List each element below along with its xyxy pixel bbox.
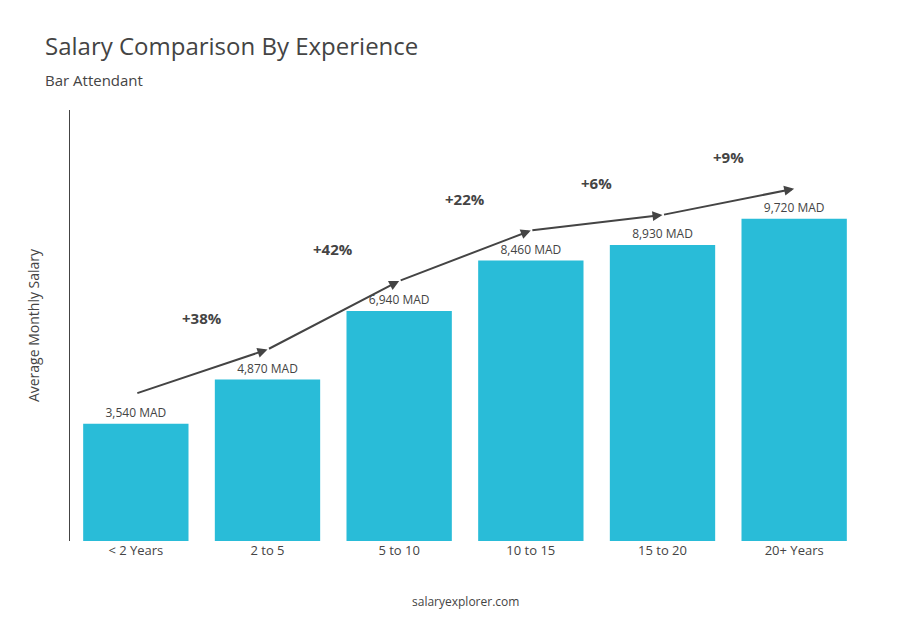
svg-text:Bar Attendant: Bar Attendant — [45, 70, 143, 90]
svg-text:9,720 MAD: 9,720 MAD — [764, 199, 825, 216]
svg-text:+22%: +22% — [445, 189, 485, 209]
svg-text:4,870 MAD: 4,870 MAD — [237, 360, 298, 377]
svg-text:6,940 MAD: 6,940 MAD — [369, 291, 430, 308]
svg-text:salaryexplorer.com: salaryexplorer.com — [412, 593, 519, 610]
svg-text:20+ Years: 20+ Years — [765, 541, 824, 559]
svg-text:15 to 20: 15 to 20 — [638, 541, 687, 559]
svg-text:+6%: +6% — [581, 173, 612, 193]
svg-text:+38%: +38% — [182, 308, 222, 328]
svg-text:Salary Comparison By Experienc: Salary Comparison By Experience — [45, 29, 418, 62]
svg-text:5 to 10: 5 to 10 — [378, 541, 420, 559]
svg-text:+9%: +9% — [713, 147, 744, 167]
svg-text:3,540 MAD: 3,540 MAD — [105, 404, 166, 421]
svg-text:+42%: +42% — [313, 239, 353, 259]
svg-text:2 to 5: 2 to 5 — [250, 541, 284, 559]
svg-text:10 to 15: 10 to 15 — [506, 541, 555, 559]
svg-text:8,460 MAD: 8,460 MAD — [500, 241, 561, 258]
svg-text:< 2 Years: < 2 Years — [108, 541, 163, 559]
svg-text:8,930 MAD: 8,930 MAD — [632, 225, 693, 242]
svg-text:Average Monthly Salary: Average Monthly Salary — [24, 248, 43, 402]
